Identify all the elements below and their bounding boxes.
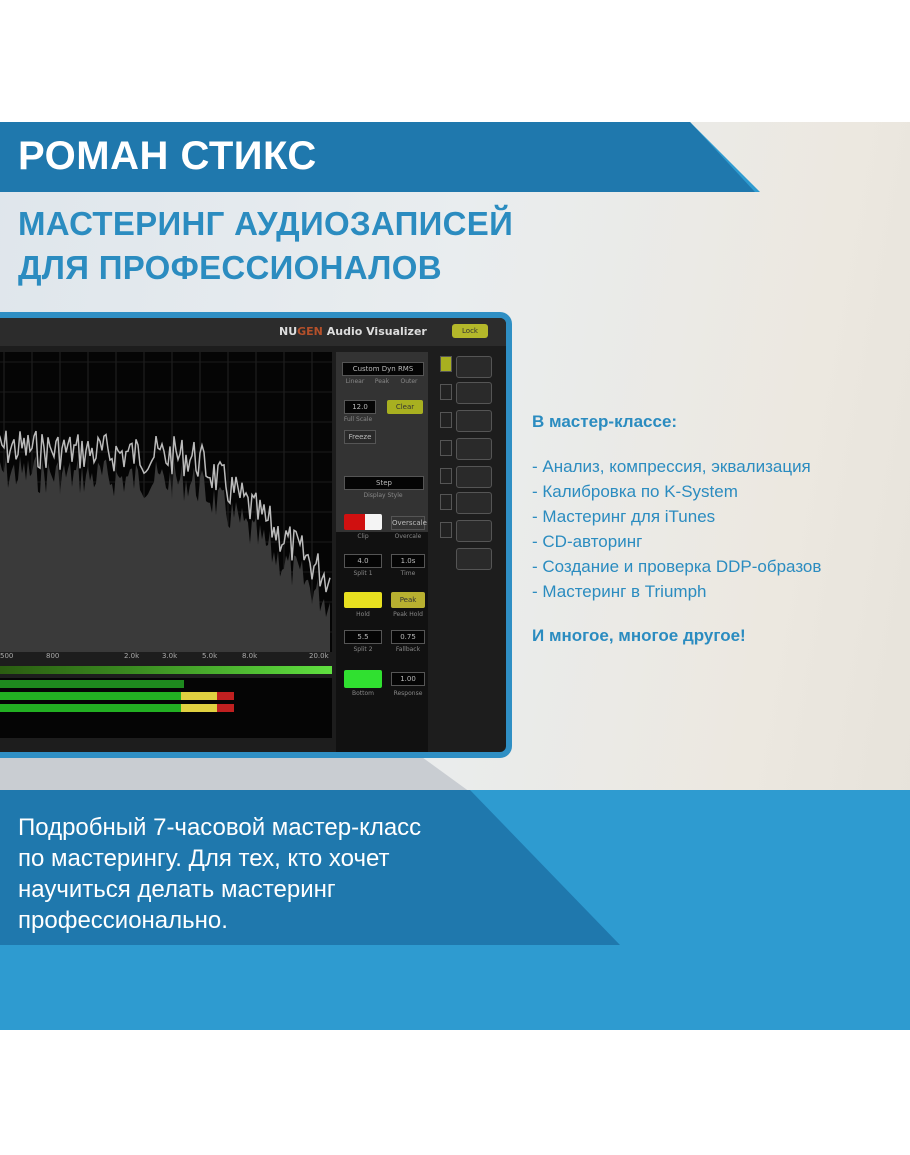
view-toggle[interactable] (440, 412, 452, 428)
freeze-button[interactable]: Freeze (344, 430, 376, 444)
list-item: - Создание и проверка DDP-образов (532, 557, 822, 576)
fallback-label: Fallback (395, 646, 421, 653)
freq-label: 2.0k (124, 652, 140, 660)
title-band (0, 122, 760, 192)
plugin-header: NUGEN Audio Visualizer Lock (0, 318, 506, 346)
level-bar (0, 666, 332, 674)
author-title: РОМАН СТИКС (18, 134, 317, 178)
time-label: Time (400, 570, 416, 577)
extra-button[interactable] (456, 548, 492, 570)
mode-option[interactable]: Linear (345, 378, 365, 385)
list-item: - CD-авторинг (532, 532, 643, 551)
list-item: - Мастеринг в Triumph (532, 582, 707, 601)
meter-bar (0, 692, 234, 700)
bottom-band (0, 790, 910, 1030)
view-toggle[interactable] (440, 384, 452, 400)
freq-label: 20.0k (309, 652, 329, 660)
freq-label: 500 (0, 652, 14, 660)
split1-label: Split 1 (353, 570, 373, 577)
course-contents: В мастер-классе: - Анализ, компрессия, э… (532, 412, 821, 646)
fallback-field[interactable]: 0.75 (391, 630, 425, 644)
spectrum-graph (0, 352, 332, 652)
list-item: - Анализ, компрессия, эквализация (532, 457, 811, 476)
spectrum-display (0, 352, 332, 652)
display-style-label: Display Style (363, 492, 403, 499)
meter-bar (0, 680, 184, 688)
response-field[interactable]: 1.00 (391, 672, 425, 686)
view-button[interactable] (456, 438, 492, 460)
view-button[interactable] (456, 382, 492, 404)
list-item: - Мастеринг для iTunes (532, 507, 716, 526)
view-button[interactable] (456, 356, 492, 378)
clear-button[interactable]: Clear (387, 400, 423, 414)
view-button[interactable] (456, 520, 492, 542)
display-style-select[interactable]: Step (344, 476, 424, 490)
response-label: Response (393, 690, 423, 697)
level-meters (0, 678, 332, 738)
view-button[interactable] (456, 466, 492, 488)
contents-footer: И многое, многое другое! (532, 626, 746, 645)
view-toggle[interactable] (440, 468, 452, 484)
course-description: Подробный 7-часовой мастер-класс по маст… (18, 814, 422, 934)
view-toggle[interactable] (440, 356, 452, 372)
full-scale-label: Full Scale (343, 416, 373, 423)
lock-button[interactable]: Lock (452, 324, 488, 338)
spectrum-area (0, 455, 330, 652)
settings-button[interactable] (456, 492, 492, 514)
bottom-label: Bottom (351, 690, 374, 697)
audio-visualizer-window: NUGEN Audio Visualizer Lock 500 800 2.0k… (0, 312, 512, 758)
peak-hold-label: Peak Hold (393, 611, 423, 618)
list-item: - Калибровка по K-System (532, 482, 738, 501)
peak-button[interactable]: Peak (391, 592, 425, 608)
view-button[interactable] (456, 410, 492, 432)
contents-heading: В мастер-классе: (532, 412, 678, 431)
mode-option[interactable]: Peak (374, 378, 390, 385)
split1-field[interactable]: 4.0 (344, 554, 382, 568)
course-subtitle: МАСТЕРИНГ АУДИОЗАПИСЕЙ ДЛЯ ПРОФЕССИОНАЛО… (18, 205, 514, 286)
overscale-label: Overcale (394, 533, 422, 540)
full-scale-field[interactable]: 12.0 (344, 400, 376, 414)
clip-label: Clip (357, 533, 369, 540)
hold-color-swatch[interactable] (344, 592, 382, 608)
freq-label: 5.0k (202, 652, 218, 660)
freq-label: 8.0k (242, 652, 258, 660)
view-toggle[interactable] (440, 440, 452, 456)
time-field[interactable]: 1.0s (391, 554, 425, 568)
frequency-scale: 500 800 2.0k 3.0k 5.0k 8.0k 20.0k (0, 652, 332, 664)
mode-select[interactable]: Custom Dyn RMS (342, 362, 424, 376)
freq-label: 800 (46, 652, 60, 660)
view-toggle[interactable] (440, 494, 452, 510)
spectrum-peak-line (0, 430, 331, 593)
meter-bar (0, 704, 234, 712)
bottom-color-swatch[interactable] (344, 670, 382, 688)
promo-banner: РОМАН СТИКС МАСТЕРИНГ АУДИОЗАПИСЕЙ ДЛЯ П… (0, 122, 910, 1030)
overscale-button[interactable]: Overscale (391, 516, 427, 530)
split2-label: Split 2 (353, 646, 373, 653)
freq-label: 3.0k (162, 652, 178, 660)
clip-color-swatch[interactable] (344, 514, 382, 530)
split2-field[interactable]: 5.5 (344, 630, 382, 644)
mode-option[interactable]: Outer (400, 378, 418, 385)
hold-label: Hold (356, 611, 370, 618)
view-toggle[interactable] (440, 522, 452, 538)
plugin-logo: NUGEN Audio Visualizer (279, 325, 427, 338)
